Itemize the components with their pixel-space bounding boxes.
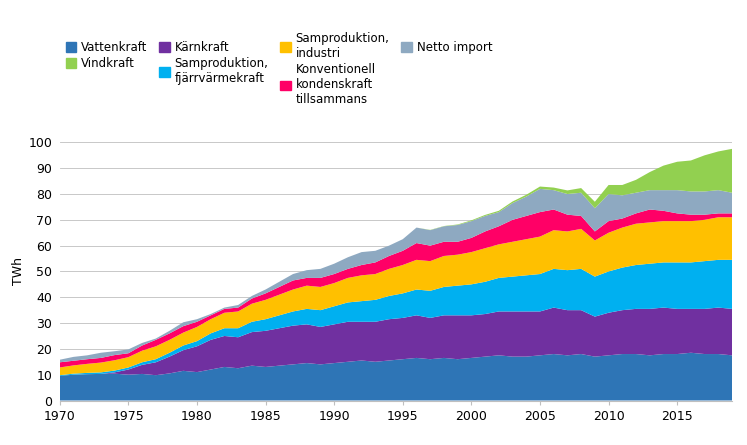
Y-axis label: TWh: TWh	[13, 258, 25, 285]
Legend: Vattenkraft, Vindkraft, Kärnkraft, Samproduktion,
fjärrvärmekraft, Samproduktion: Vattenkraft, Vindkraft, Kärnkraft, Sampr…	[66, 32, 492, 106]
